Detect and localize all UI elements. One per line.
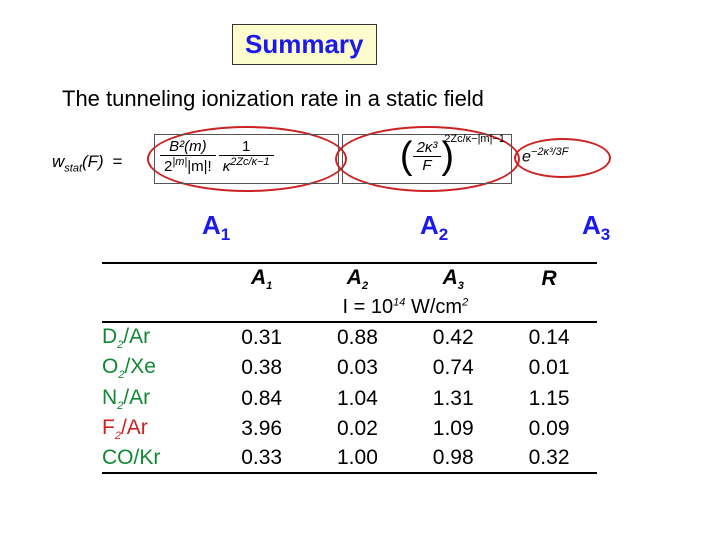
table-cell: 0.01 (501, 353, 597, 383)
row-label: F2/Ar (102, 414, 214, 444)
term2-frac: 2κ³ F (413, 139, 442, 174)
data-table: A1 A2 A3 R I = 1014 W/cm2 D2/Ar0.310.880… (102, 262, 597, 474)
term1-frac2: 1 κ2Zc/κ−1 (219, 138, 274, 175)
table-cell: 0.03 (310, 353, 406, 383)
a3-sub: 3 (601, 225, 610, 244)
a1-letter: A (202, 210, 221, 240)
table-row: F2/Ar3.960.021.090.09 (102, 414, 597, 444)
t2-num: 2κ³ (417, 139, 438, 156)
a2-sub: 2 (439, 225, 448, 244)
formula-row: wstat(F) = B²(m) 2|m||m|! 1 κ2Zc/κ−1 (52, 132, 662, 200)
table-cell: 1.00 (310, 444, 406, 473)
table-row: CO/Kr0.331.000.980.32 (102, 444, 597, 473)
label-a2: A2 (420, 210, 448, 245)
term-3: e−2κ³/3F (522, 146, 569, 166)
t1-f2-num: 1 (219, 138, 274, 156)
t2-exp: 2Zc/κ−|m|−1 (444, 133, 505, 145)
table-row: N2/Ar0.841.041.311.15 (102, 384, 597, 414)
table-cell: 0.09 (501, 414, 597, 444)
term1-frac1: B²(m) 2|m||m|! (160, 138, 216, 175)
table-cell: 3.96 (214, 414, 310, 444)
a1-sub: 1 (221, 225, 230, 244)
term-2-box: ( 2κ³ F ) 2Zc/κ−|m|−1 (342, 134, 512, 184)
col-a1: A1 (214, 263, 310, 294)
lparen: ( (400, 137, 413, 175)
table-header-row: A1 A2 A3 R (102, 263, 597, 294)
col-a3: A3 (405, 263, 501, 294)
row-label: CO/Kr (102, 444, 214, 473)
h-a1: A (251, 266, 266, 289)
intensity-prefix: I = 10 (343, 296, 394, 318)
summary-title: Summary (232, 24, 377, 65)
table-cell: 0.38 (214, 353, 310, 383)
intensity-row: I = 1014 W/cm2 (102, 294, 597, 322)
col-a2: A2 (310, 263, 406, 294)
table-cell: 1.15 (501, 384, 597, 414)
table-cell: 1.31 (405, 384, 501, 414)
table-cell: 0.88 (310, 322, 406, 353)
intensity-exp: 14 (393, 297, 405, 309)
table-cell: 0.31 (214, 322, 310, 353)
intensity-unit-exp: 2 (462, 297, 468, 309)
t1-num: B²(m) (169, 138, 207, 155)
table-cell: 0.32 (501, 444, 597, 473)
lhs-w: w (52, 152, 64, 171)
h-a3: A (443, 266, 458, 289)
equals-sign: = (112, 152, 122, 171)
table-cell: 0.84 (214, 384, 310, 414)
h-a2s: 2 (362, 280, 368, 292)
table-row: O2/Xe0.380.030.740.01 (102, 353, 597, 383)
term-1-box: B²(m) 2|m||m|! 1 κ2Zc/κ−1 (154, 134, 339, 184)
t3-base: e (522, 148, 531, 165)
table-cell: 0.33 (214, 444, 310, 473)
t1-f2-den-exp: 2Zc/κ−1 (230, 156, 269, 168)
t1-den-b: |m|! (187, 158, 211, 175)
table-cell: 0.14 (501, 322, 597, 353)
table-row: D2/Ar0.310.880.420.14 (102, 322, 597, 353)
intensity-unit: W/cm (405, 296, 462, 318)
table-cell: 1.09 (405, 414, 501, 444)
description-text: The tunneling ionization rate in a stati… (62, 86, 484, 112)
lhs-sub: stat (64, 162, 82, 174)
t2-den: F (422, 157, 431, 174)
h-a2: A (347, 266, 362, 289)
t1-den-a-exp: |m| (172, 156, 187, 168)
table-cell: 0.74 (405, 353, 501, 383)
a2-letter: A (420, 210, 439, 240)
t3-exp: −2κ³/3F (531, 146, 569, 158)
row-label: N2/Ar (102, 384, 214, 414)
row-label: O2/Xe (102, 353, 214, 383)
label-a1: A1 (202, 210, 230, 245)
a3-letter: A (582, 210, 601, 240)
intensity-cell: I = 1014 W/cm2 (214, 294, 597, 322)
formula-lhs: wstat(F) = (52, 152, 126, 174)
h-a1s: 1 (266, 280, 272, 292)
col-r: R (501, 263, 597, 294)
table-cell: 0.02 (310, 414, 406, 444)
table-cell: 1.04 (310, 384, 406, 414)
table-cell: 0.98 (405, 444, 501, 473)
label-a3: A3 (582, 210, 610, 245)
table-cell: 0.42 (405, 322, 501, 353)
lhs-arg: (F) (82, 152, 104, 171)
row-label: D2/Ar (102, 322, 214, 353)
h-a3s: 3 (458, 280, 464, 292)
